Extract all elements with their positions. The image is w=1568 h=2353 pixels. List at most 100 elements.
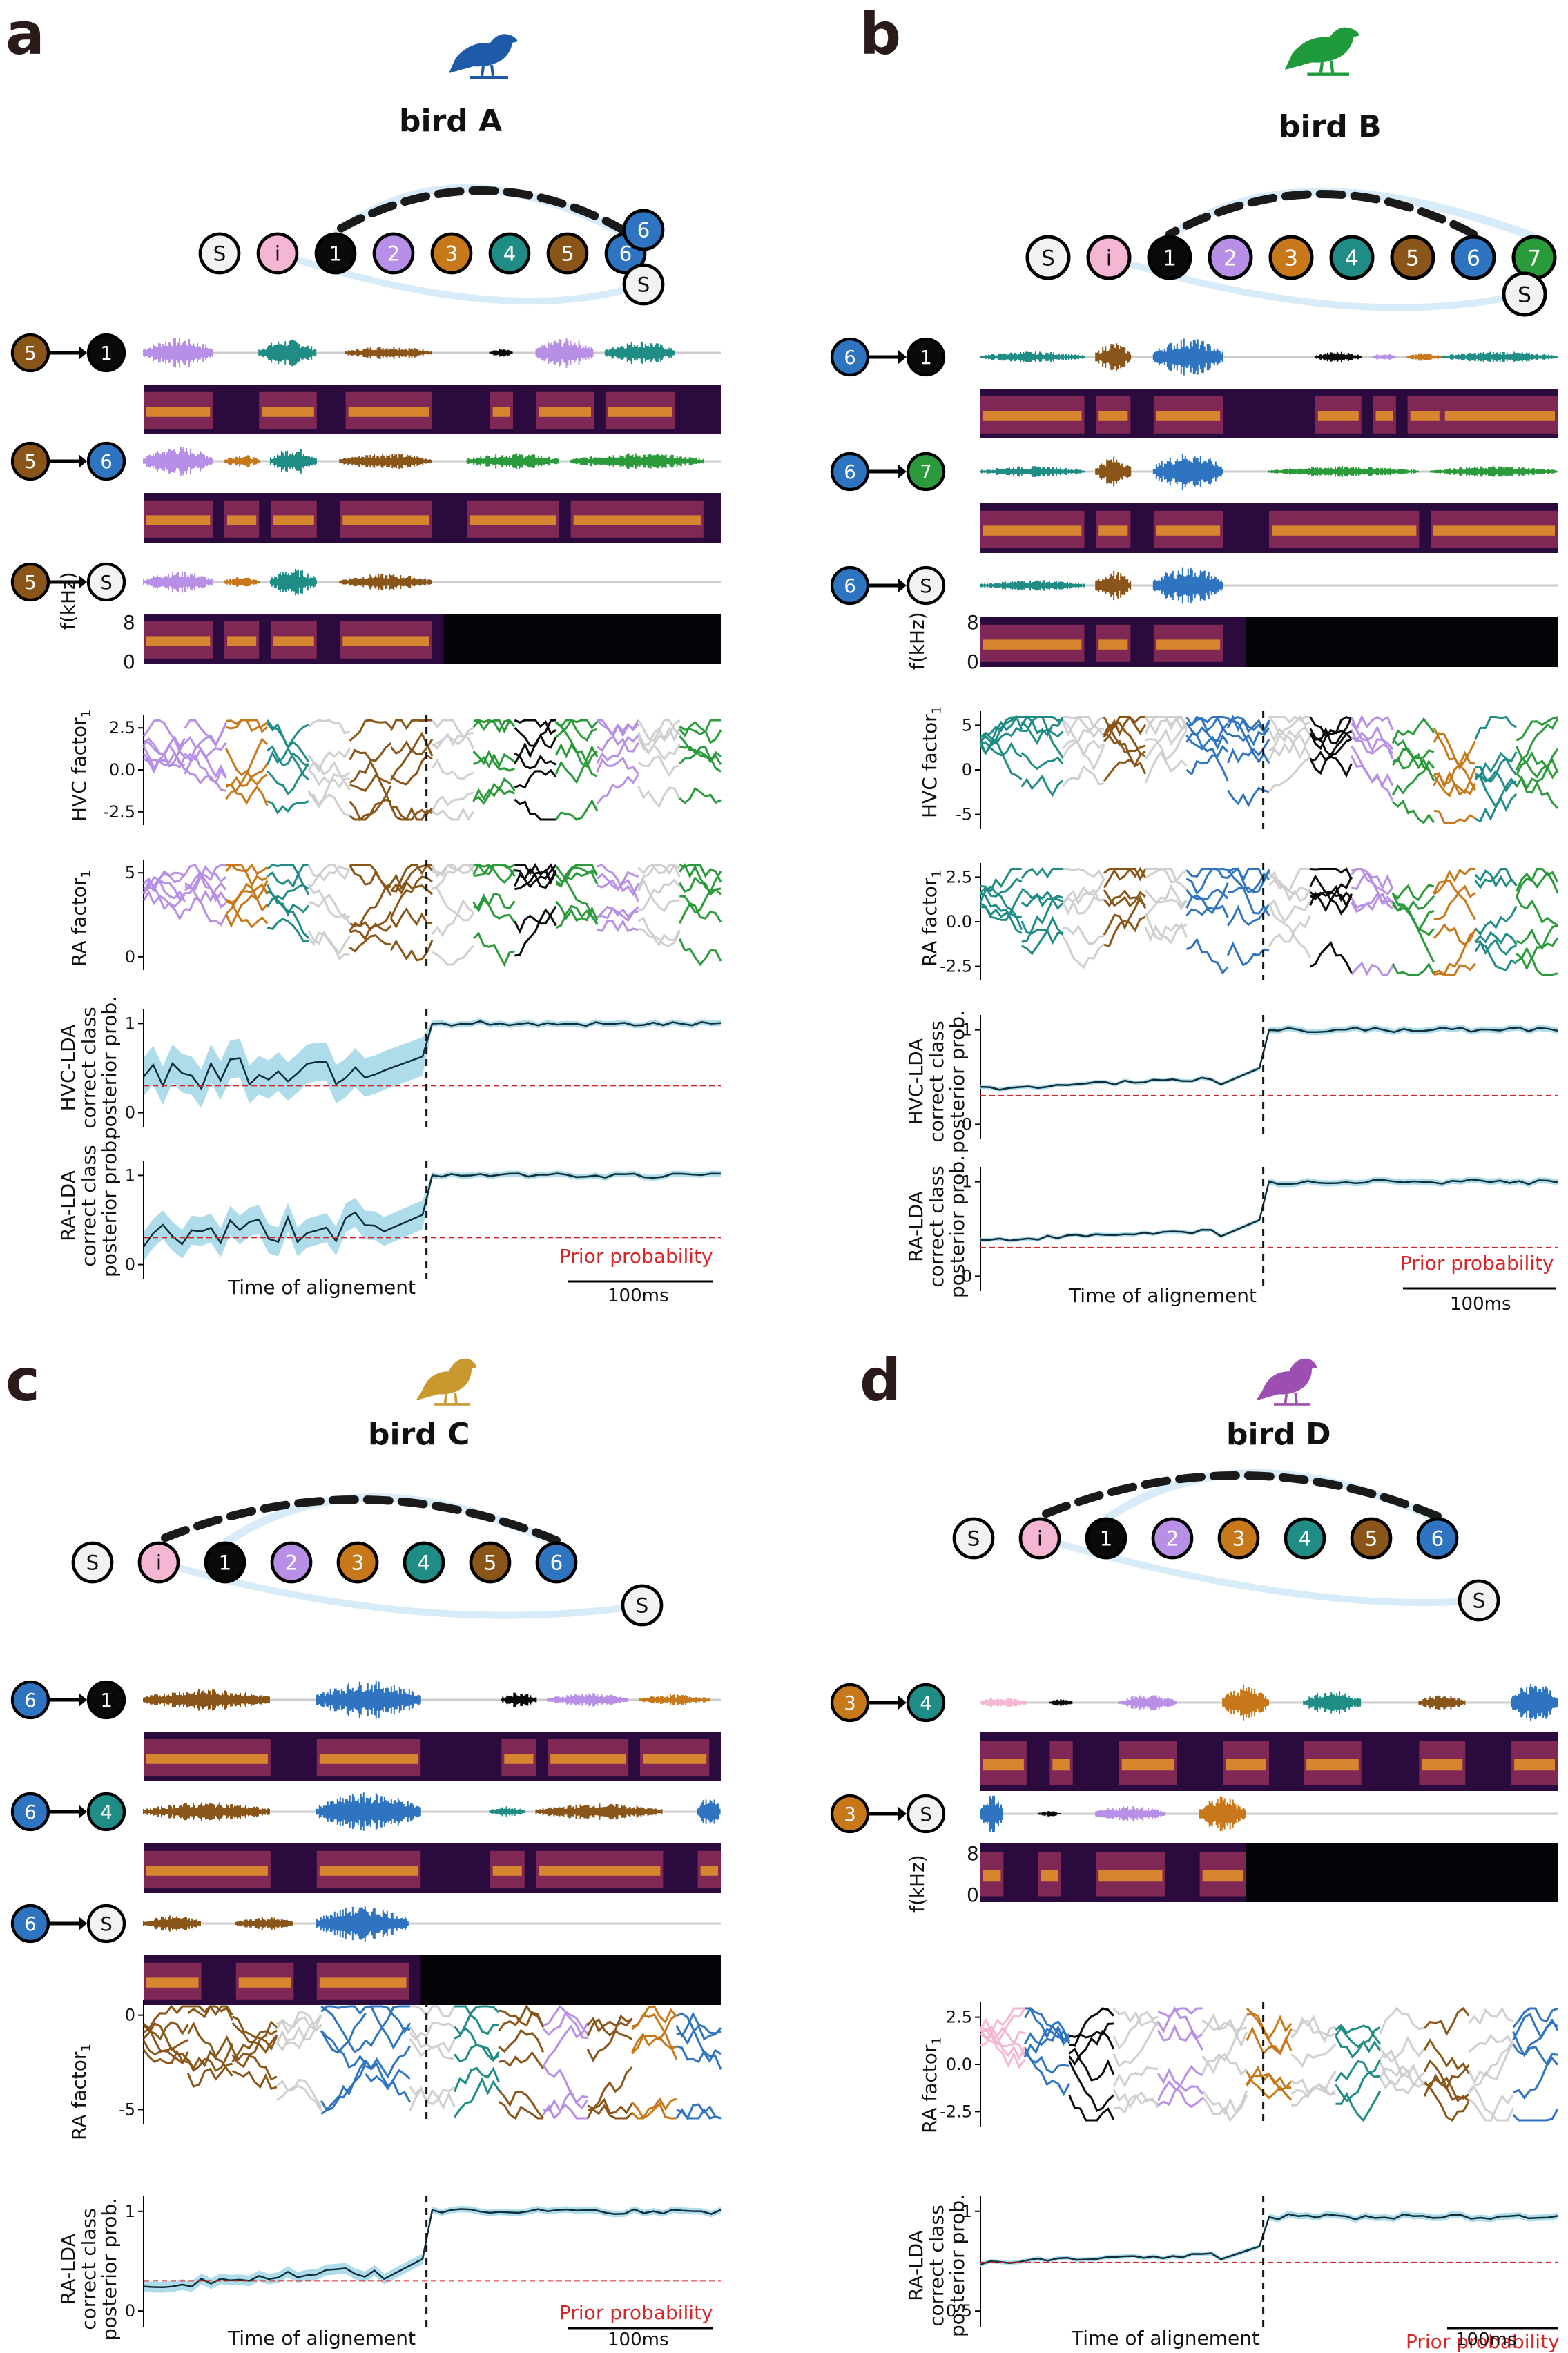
ra-factor-a-trajectory-2-4 (307, 931, 351, 955)
hvc-factor-b-trajectory-2-6 (1227, 715, 1270, 734)
spectrogram-b-0-harm-3 (1317, 411, 1359, 421)
graph-node-b-7-text: 6 (1467, 246, 1480, 271)
hvc-factor-b-trajectory-4-11 (1433, 774, 1476, 798)
hvc-factor-a-trajectory-1-3 (266, 719, 310, 763)
hvc-factor-b-trajectory-2-7 (1268, 716, 1311, 743)
ra-factor-c-trajectory-0-2 (231, 2022, 278, 2054)
fk-top-a: 8 (123, 611, 135, 634)
time-label-b: Time of alignement (1069, 1284, 1257, 1307)
spectrogram-d-0-band-2 (1119, 1741, 1177, 1785)
ra-factor-c-trajectory-2-2 (231, 2029, 278, 2063)
ra-lda-label-c: RA-LDA correct class posterior prob. (57, 2197, 121, 2341)
spectrogram-c-1-band-2 (490, 1850, 525, 1888)
graph-node-c-1-text: i (156, 1551, 162, 1575)
ra-factor-a-trajectory-2-2 (225, 898, 269, 929)
transition-c-0-from (10, 1680, 50, 1720)
graph-node-d-1 (1018, 1517, 1061, 1560)
transition-a-2-to (86, 562, 126, 602)
ra-factor-b-trajectory-0-4 (1144, 884, 1188, 918)
ra-factor-c-trajectory-4-12 (676, 2108, 722, 2120)
panel-label-b: b (860, 0, 902, 68)
ra-factor-b-trajectory-5-3 (1103, 895, 1147, 936)
ra-factor-a-trajectory-0-2 (225, 883, 269, 904)
ra-factor-c-trajectory-3-8 (498, 2028, 545, 2053)
ra-factor-d-trajectory-2-4 (1157, 2065, 1203, 2107)
hvc-factor-b-trajectory-0-0 (980, 726, 1023, 746)
hvc-factor-a-trajectory-3-1 (184, 768, 227, 785)
ra-factor-b-trajectory-1-0 (980, 891, 1023, 921)
ra-factor-b-trajectory-2-2 (1062, 936, 1105, 969)
ra-factor-d-trajectory-5-0 (980, 2030, 1025, 2048)
ra-factor-a-trajectory-3-1 (184, 896, 227, 927)
hvc-factor-b-trajectory-3-4 (1144, 751, 1188, 784)
transition-a-0-from-text: 5 (24, 343, 36, 365)
ra-factor-c-trajectory-0-3 (275, 2013, 322, 2049)
hvc-factor-b-trajectory-0-3 (1103, 734, 1146, 753)
ra-factor-b-trajectory-1-9 (1351, 961, 1394, 976)
hvc-factor-b-trajectory-1-3 (1103, 750, 1146, 782)
waveform-b-0-syllable-4 (1372, 354, 1396, 360)
spectrogram-c-1-band-1 (316, 1850, 421, 1888)
ra-factor-a-trajectory-1-5 (349, 884, 392, 927)
ra-factor-d-trajectory-0-2 (1068, 2047, 1115, 2082)
ra-factor-a-trajectory-0-10 (555, 904, 599, 929)
ra-factor-d-trajectory-3-5 (1201, 2053, 1248, 2076)
ra-factor-c-trajectory-0-1 (187, 2005, 233, 2021)
transition-c-0-arrowhead (79, 1693, 87, 1707)
waveform-a-0-syllable-4 (535, 338, 594, 368)
ra-factor-d-trajectory-4-9 (1379, 2006, 1425, 2035)
graph-node-b-0-text: S (1041, 246, 1055, 271)
ra-factor-a-trajectory-2-5 (349, 911, 392, 941)
waveform-a-2-syllable-2 (269, 568, 317, 596)
hvc-lda-b-mean-line (980, 1026, 1558, 1091)
graph-node-c-6-text: 5 (484, 1551, 497, 1575)
ra-factor-d-trajectory-2-10 (1423, 2064, 1470, 2097)
bird-icon-b (1284, 27, 1360, 76)
waveform-b-0-syllable-3 (1314, 351, 1362, 362)
ra-factor-c-trajectory-2-4 (320, 2005, 367, 2015)
ra-factor-d-trajectory-2-3 (1113, 2093, 1159, 2115)
spectrogram-a-1-harm-1 (227, 515, 257, 525)
ra-factor-b-trajectory-4-9 (1351, 892, 1394, 913)
ra-factor-a-trajectory-0-1 (184, 872, 227, 902)
ra-factor-c-trajectory-4-9 (543, 2098, 588, 2120)
hvc-factor-a-trajectory-0-6 (389, 719, 432, 731)
ra-factor-b-trajectory-5-9 (1351, 868, 1394, 890)
graph-node-c-5-text: 4 (418, 1551, 431, 1575)
hvc-factor-b-ticklabel-2: -5 (956, 805, 972, 824)
graph-node-b-6-text: 5 (1406, 246, 1420, 271)
ra-factor-a-trajectory-3-13 (679, 888, 722, 914)
waveform-b-0-syllable-6 (1441, 351, 1558, 362)
hvc-factor-a-trajectory-1-2 (226, 719, 269, 733)
spectrogram-a-0-harm-1 (262, 407, 314, 417)
transition-a-1-arrowhead (79, 454, 87, 468)
ra-factor-d-trajectory-4-3 (1112, 2007, 1159, 2027)
spectrogram-a-0-band-0 (144, 391, 213, 429)
hvc-factor-b-trajectory-3-11 (1433, 751, 1475, 786)
ra-factor-d-trajectory-4-5 (1201, 2013, 1248, 2048)
ra-factor-a-trajectory-0-5 (349, 933, 391, 953)
graph-arc-dashed-d (1036, 1471, 1442, 1520)
ra-factor-d-trajectory-3-12 (1513, 2056, 1559, 2100)
waveform-d-0-syllable-2 (1118, 1695, 1177, 1710)
ra-factor-c-trajectory-4-11 (631, 2097, 677, 2120)
ra-factor-c-trajectory-3-5 (365, 2045, 412, 2079)
ra-factor-d-trajectory-0-0 (979, 2008, 1026, 2045)
ra-factor-d-trajectory-1-3 (1112, 2089, 1159, 2109)
hvc-factor-b-trajectory-1-6 (1227, 717, 1270, 764)
hvc-factor-b-trajectory-2-2 (1062, 725, 1105, 759)
hvc-factor-a-trajectory-5-0 (142, 745, 186, 771)
fk-bot-d: 0 (967, 1884, 979, 1906)
ra-factor-a-trajectory-0-8 (472, 931, 515, 967)
ra-factor-d-trajectory-1-12 (1512, 2031, 1558, 2066)
ra-factor-a-trajectory-2-6 (390, 907, 433, 929)
ra-factor-b-trajectory-1-12 (1474, 931, 1518, 945)
spectrogram-c-1-band-3 (536, 1850, 664, 1888)
spectrogram-a-2-band-0 (144, 621, 213, 659)
ra-factor-b-trajectory-4-13 (1516, 953, 1558, 976)
ra-factor-b-trajectory-3-12 (1474, 942, 1518, 972)
graph-node-d-5-text: 4 (1299, 1527, 1312, 1551)
graph-node-a-4-text: 3 (445, 242, 458, 266)
transition-c-1-arrowhead (79, 1805, 87, 1819)
transition-b-1-from-text: 6 (844, 462, 855, 483)
